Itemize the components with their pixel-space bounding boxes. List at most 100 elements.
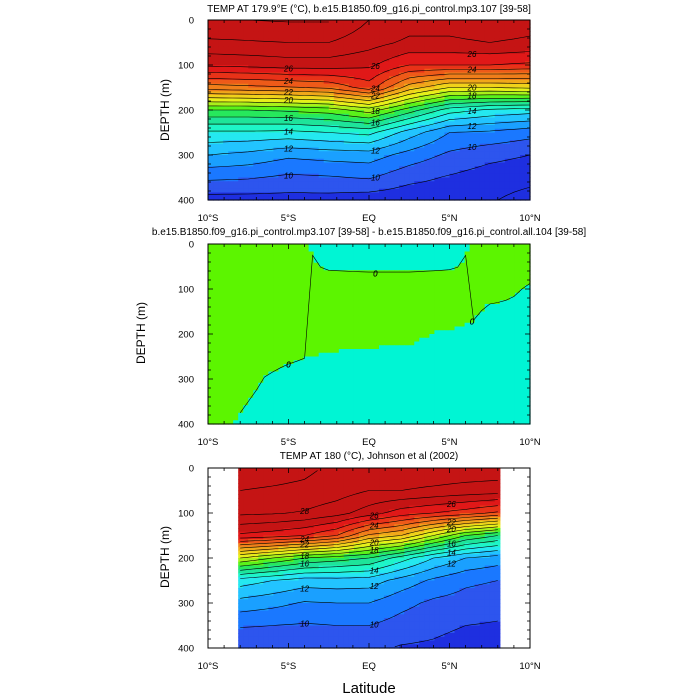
field-cell — [333, 304, 340, 309]
field-cell — [499, 117, 506, 122]
field-cell — [318, 80, 325, 85]
field-cell — [328, 188, 335, 194]
field-cell — [474, 322, 481, 328]
field-cell — [519, 255, 526, 260]
field-cell — [323, 192, 330, 197]
field-cell — [213, 42, 219, 47]
field-cell — [323, 341, 330, 346]
field-cell — [369, 83, 375, 89]
field-cell — [519, 162, 526, 167]
field-cell — [293, 285, 300, 290]
field-cell — [434, 132, 441, 137]
field-cell — [464, 292, 471, 298]
field-cell — [399, 23, 405, 29]
field-cell — [374, 185, 380, 190]
field-cell — [469, 337, 476, 343]
field-cell — [208, 177, 214, 182]
field-cell — [479, 143, 486, 149]
field-cell — [358, 334, 365, 339]
field-cell — [484, 91, 491, 96]
field-cell — [218, 53, 224, 59]
field-cell — [268, 50, 275, 55]
field-cell — [243, 117, 249, 122]
field-cell — [449, 244, 456, 249]
field-cell — [283, 113, 290, 119]
field-cell — [283, 83, 290, 89]
field-cell — [323, 244, 330, 249]
field-cell — [374, 128, 380, 134]
field-cell — [323, 277, 330, 283]
field-cell — [409, 334, 415, 339]
field-cell — [358, 102, 365, 107]
field-cell — [509, 341, 516, 346]
field-cell — [248, 334, 254, 339]
field-cell — [208, 244, 214, 249]
field-cell — [459, 121, 466, 126]
field-cell — [293, 177, 300, 182]
field-cell — [459, 319, 466, 324]
field-cell — [208, 46, 214, 51]
field-cell — [313, 53, 320, 59]
field-cell — [464, 319, 471, 324]
field-cell — [283, 341, 290, 346]
field-cell — [394, 158, 400, 164]
field-cell — [308, 315, 315, 320]
field-cell — [328, 35, 335, 40]
field-cell — [208, 259, 214, 264]
field-cell — [303, 136, 310, 141]
contour-label: 12 — [468, 122, 477, 131]
field-cell — [218, 27, 224, 32]
field-cell — [213, 173, 219, 179]
field-cell — [369, 38, 375, 44]
field-cell — [474, 262, 481, 268]
field-cell — [494, 50, 501, 55]
field-cell — [288, 330, 295, 335]
field-cell — [298, 259, 305, 264]
field-cell — [253, 132, 259, 137]
field-cell — [358, 162, 365, 167]
field-cell — [278, 330, 285, 335]
field-cell — [509, 53, 516, 59]
field-cell — [504, 117, 511, 122]
field-cell — [449, 80, 456, 85]
field-cell — [258, 143, 264, 149]
field-cell — [369, 147, 375, 152]
field-cell — [404, 87, 410, 92]
field-cell — [278, 192, 285, 197]
field-cell — [424, 345, 430, 350]
field-cell — [444, 91, 451, 96]
field-cell — [414, 132, 420, 137]
field-cell — [434, 188, 441, 194]
field-cell — [464, 196, 471, 201]
field-cell — [213, 281, 219, 286]
field-cell — [489, 46, 496, 51]
field-cell — [283, 53, 290, 59]
field-cell — [258, 76, 264, 81]
field-cell — [213, 117, 219, 122]
field-cell — [464, 106, 471, 111]
field-cell — [459, 98, 466, 104]
field-cell — [459, 170, 466, 175]
field-cell — [454, 311, 461, 316]
field-cell — [348, 110, 355, 115]
field-cell — [298, 341, 305, 346]
field-cell — [243, 46, 249, 51]
field-cell — [514, 173, 521, 179]
field-cell — [283, 345, 290, 350]
field-cell — [374, 196, 380, 201]
field-cell — [353, 20, 360, 25]
field-cell — [519, 110, 526, 115]
field-cell — [449, 292, 456, 298]
field-cell — [228, 132, 234, 137]
field-cell — [358, 251, 365, 256]
field-cell — [519, 177, 526, 182]
field-cell — [333, 277, 340, 283]
field-cell — [323, 196, 330, 201]
field-cell — [288, 185, 295, 190]
field-cell — [248, 337, 254, 343]
field-cell — [208, 95, 214, 100]
field-cell — [429, 281, 436, 286]
field-cell — [369, 155, 375, 160]
field-cell — [509, 334, 516, 339]
field-cell — [243, 20, 249, 25]
